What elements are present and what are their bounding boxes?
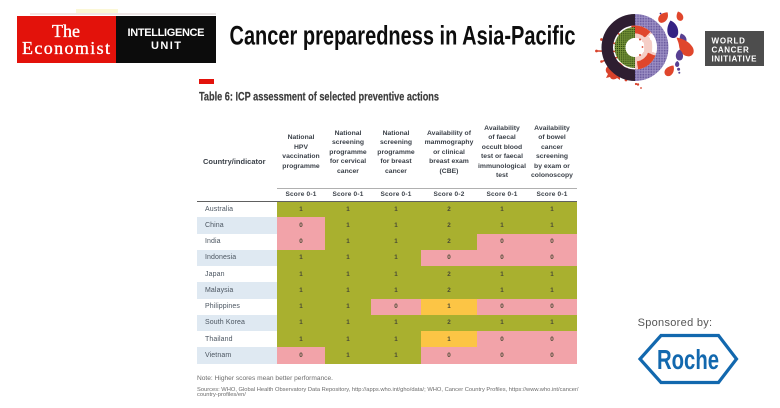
svg-text:Roche: Roche [657,344,719,375]
svg-text:Cancer preparedness in Asia-Pa: Cancer preparedness in Asia-Pacific [229,20,575,50]
svg-text:INTELLIGENCE: INTELLIGENCE [128,27,205,39]
svg-text:Table 6: ICP assessment of sel: Table 6: ICP assessment of selected prev… [199,91,439,103]
svg-text:The: The [52,21,80,41]
svg-text:UNIT: UNIT [151,40,181,52]
svg-text:INITIATIVE: INITIATIVE [712,55,758,64]
svg-text:WORLD: WORLD [712,37,746,46]
svg-text:Economist: Economist [22,38,110,58]
svg-text:CANCER: CANCER [712,46,750,55]
